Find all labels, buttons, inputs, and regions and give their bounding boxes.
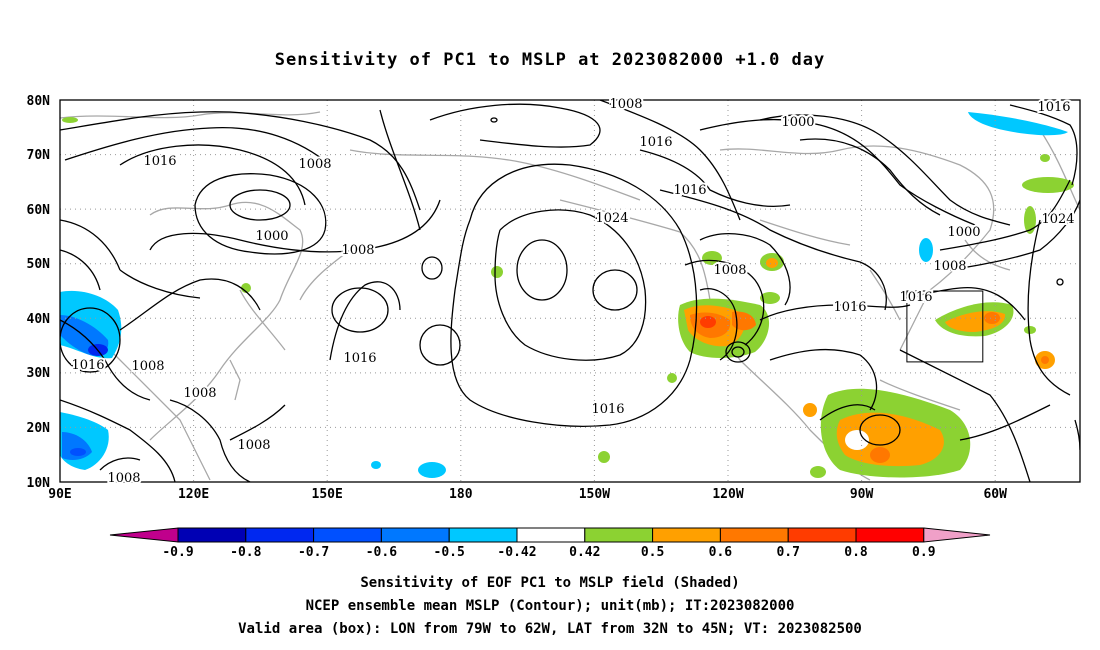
mslp-contours	[60, 100, 1080, 482]
colorbar-left-arrow	[109, 527, 179, 543]
contour-label: 1008	[237, 438, 270, 453]
lat-tick-label: 80N	[27, 94, 51, 109]
contour-label: 1008	[183, 386, 216, 401]
contour-label: 1008	[933, 259, 966, 274]
lat-tick-label: 20N	[27, 421, 51, 436]
lon-tick-labels: 90E 120E 150E 180 150W 120W 90W 60W	[48, 487, 1007, 502]
colorbar-segment	[652, 527, 721, 543]
lat-tick-label: 10N	[27, 476, 51, 491]
contour-label: 1000	[947, 225, 980, 240]
colorbar-segment	[855, 527, 925, 543]
contour-label: 1016	[71, 358, 104, 373]
caption-shading: Sensitivity of EOF PC1 to MSLP field (Sh…	[360, 575, 740, 591]
lon-tick-label: 120W	[712, 487, 743, 502]
contour-label: 1016	[639, 135, 672, 150]
contour-label: 1016	[591, 402, 624, 417]
colorbar-label: 0.8	[844, 545, 868, 560]
colorbar-label: 0.7	[776, 545, 799, 560]
lat-tick-labels: 80N 70N 60N 50N 40N 30N 20N 10N	[27, 94, 51, 491]
colorbar-segment	[584, 527, 654, 543]
contour-label: 1008	[298, 157, 331, 172]
valid-area-box	[906, 290, 984, 363]
contour-label: 1016	[833, 300, 866, 315]
lon-tick-label: 150W	[579, 487, 610, 502]
colorbar-label: -0.8	[230, 545, 261, 560]
colorbar-segment	[719, 527, 789, 543]
colorbar-segment	[448, 527, 518, 543]
colorbar-label: -0.6	[366, 545, 397, 560]
caption-valid-area: Valid area (box): LON from 79W to 62W, L…	[238, 621, 862, 637]
lat-tick-label: 60N	[27, 203, 51, 218]
contour-label: 1016	[143, 154, 176, 169]
lat-tick-label: 50N	[27, 257, 51, 272]
colorbar: -0.9 -0.8 -0.7 -0.6 -0.5 -0.42 0.42 0.5 …	[109, 527, 991, 560]
contour-label: 1008	[713, 263, 746, 278]
lon-tick-label: 60W	[983, 487, 1007, 502]
contour-label: 1024	[1041, 212, 1074, 227]
contour-label: 1008	[609, 97, 642, 112]
lat-tick-label: 70N	[27, 148, 51, 163]
contour-label: 1008	[131, 359, 164, 374]
colorbar-right-arrow	[923, 527, 991, 543]
gridlines	[60, 100, 1080, 482]
colorbar-label: -0.7	[298, 545, 329, 560]
colorbar-label: -0.9	[162, 545, 193, 560]
contour-label: 1016	[673, 183, 706, 198]
lon-tick-label: 90W	[850, 487, 874, 502]
contour-label: 1024	[595, 211, 628, 226]
colorbar-label: -0.5	[434, 545, 465, 560]
colorbar-segment	[516, 527, 586, 543]
colorbar-segment	[177, 527, 247, 543]
contour-label: 1008	[341, 243, 374, 258]
lon-tick-label: 150E	[312, 487, 343, 502]
lat-tick-label: 40N	[27, 312, 51, 327]
coastlines	[60, 111, 1080, 481]
lon-tick-label: 120E	[178, 487, 209, 502]
contour-label: 1000	[781, 115, 814, 130]
lon-tick-label: 180	[449, 487, 473, 502]
contour-labels: 1008 1016 1008 1000 1016 1008 1024 1016 …	[69, 95, 1076, 488]
colorbar-segment	[787, 527, 857, 543]
contour-label: 1008	[107, 471, 140, 486]
lon-tick-label: 90E	[48, 487, 71, 502]
contour-label: 1016	[1037, 100, 1070, 115]
colorbar-segment	[313, 527, 382, 543]
colorbar-label: 0.9	[912, 545, 935, 560]
lat-tick-label: 30N	[27, 366, 51, 381]
colorbar-label: 0.42	[569, 545, 600, 560]
contour-label: 1000	[255, 229, 288, 244]
colorbar-segment	[245, 527, 315, 543]
colorbar-label: 0.5	[641, 545, 664, 560]
map-frame	[59, 99, 1081, 483]
colorbar-label: 0.6	[709, 545, 733, 560]
chart-title: Sensitivity of PC1 to MSLP at 2023082000…	[274, 50, 826, 70]
caption-contour: NCEP ensemble mean MSLP (Contour); unit(…	[305, 598, 795, 614]
colorbar-label: -0.42	[497, 545, 536, 560]
contour-label: 1016	[343, 351, 376, 366]
colorbar-segment	[380, 527, 450, 543]
contour-label: 1016	[899, 290, 932, 305]
